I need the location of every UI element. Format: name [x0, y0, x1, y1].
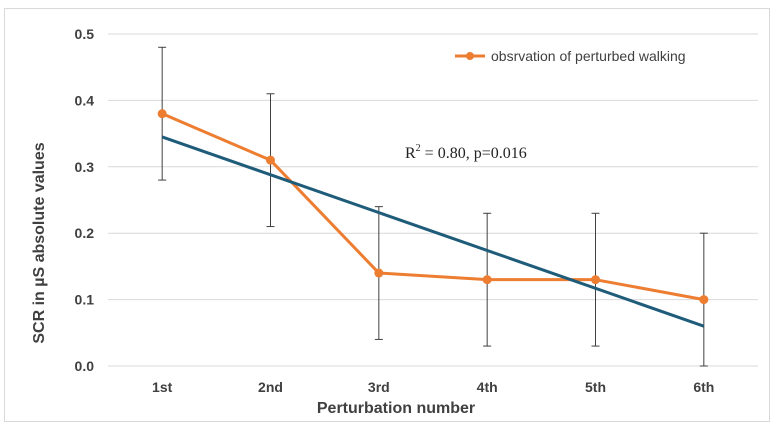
data-point	[157, 109, 167, 119]
x-tick-label: 1st	[152, 379, 173, 395]
legend-label: obsrvation of perturbed walking	[491, 48, 686, 64]
x-tick-label: 6th	[693, 379, 714, 395]
annotation-base: R	[405, 145, 416, 162]
annotation-rest: = 0.80, p=0.016	[421, 145, 527, 162]
gridlines	[108, 33, 758, 367]
y-tick-label: 0.1	[75, 292, 95, 308]
y-tick-label: 0.5	[75, 26, 95, 42]
x-tick-label: 5th	[585, 379, 606, 395]
data-point	[482, 275, 492, 285]
data-point	[266, 155, 275, 165]
series-lines	[161, 112, 705, 302]
data-points	[157, 109, 709, 305]
y-tick-label: 0.3	[75, 159, 95, 175]
x-tick-label: 2nd	[258, 379, 283, 395]
y-tick-label: 0.0	[75, 358, 95, 374]
legend: obsrvation of perturbed walking	[455, 48, 686, 64]
regression-annotation: R2 = 0.80, p=0.016	[405, 143, 527, 162]
series-line	[161, 112, 705, 302]
x-tick-label: 3rd	[368, 379, 390, 395]
y-tick-label: 0.4	[75, 92, 95, 108]
y-tick-labels: 0.0 0.1 0.2 0.3 0.4 0.5	[75, 26, 95, 374]
y-axis-title: SCR in µS absolute values	[31, 142, 48, 343]
trendline-group	[161, 135, 705, 328]
data-point	[374, 268, 384, 278]
annotation-superscript: 2	[416, 143, 421, 154]
error-bars	[158, 46, 708, 367]
trendline	[161, 135, 705, 328]
data-point	[591, 275, 600, 285]
x-axis-title: Perturbation number	[317, 400, 475, 417]
x-tick-label: 4th	[477, 379, 498, 395]
data-point	[699, 295, 709, 305]
x-tick-labels: 1st 2nd 3rd 4th 5th 6th	[152, 379, 714, 395]
legend-marker-swatch	[466, 52, 474, 60]
y-tick-label: 0.2	[75, 225, 95, 241]
